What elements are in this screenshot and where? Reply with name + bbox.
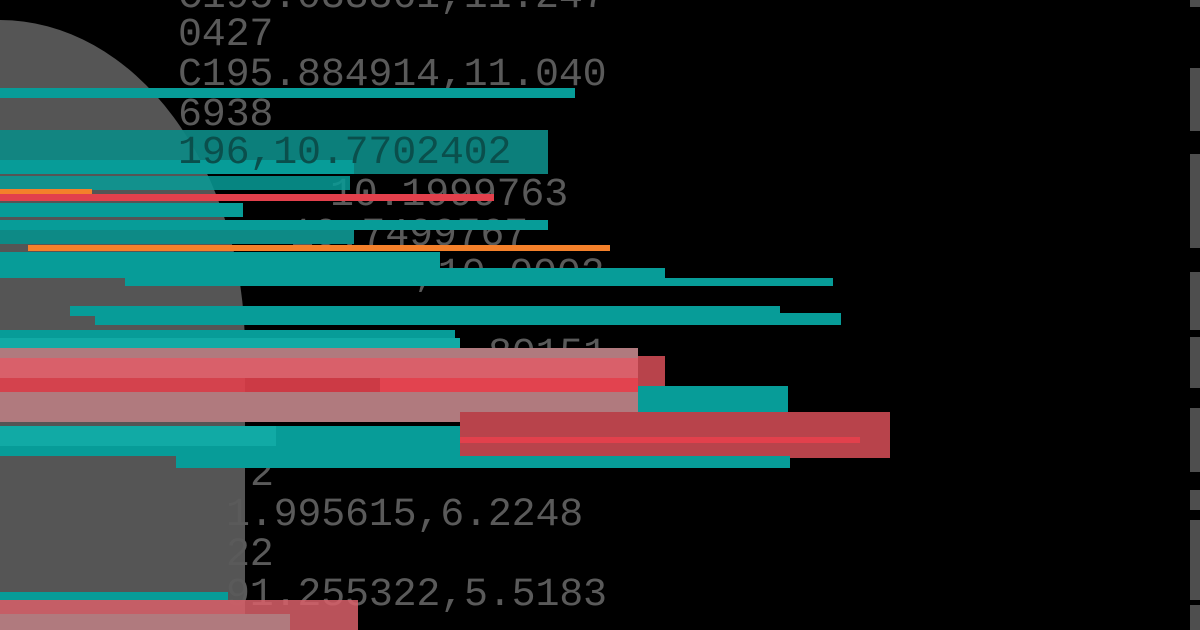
gray-edge-segment [1190,0,1200,7]
teal-bar [0,176,350,190]
gray-edge-segment [1190,154,1200,248]
teal-bar [125,278,833,286]
text-line: 196,10.7702402 [178,131,512,176]
teal-bar [176,456,790,468]
red-bar [0,378,638,392]
text-line: 6938 [178,93,274,138]
teal-bar [0,220,548,230]
teal-bar [0,88,575,98]
teal-bar [638,386,788,412]
teal-bar [0,592,228,600]
gray-edge-segment [1190,605,1200,630]
red-bar [0,194,494,201]
gray-edge-segment [1190,272,1200,330]
gray-edge-segment [1190,520,1200,600]
orange-bar [0,189,92,194]
teal-bar [0,338,460,348]
pink-bar [0,614,290,630]
orange-bar [28,245,610,251]
teal-bar [0,230,354,244]
teal-bar [0,252,440,268]
gray-edge-segment [1190,337,1200,388]
teal-bar [95,313,841,325]
text-line: 0427 [178,13,274,58]
teal-bar [0,160,354,174]
gray-edge-segment [1190,408,1200,472]
gray-edge-segment [1190,490,1200,510]
teal-bar [0,268,665,278]
red-bar [460,412,890,458]
pink-bar [0,348,638,360]
teal-bar [0,203,243,217]
text-line: 1.995615,6.2248 [226,493,584,538]
text-line: 22 [226,533,274,578]
teal-bar [0,426,276,446]
red-bar [460,437,860,443]
text-line: C195.033361,11.247 [178,0,607,18]
gray-edge-segment [1190,68,1200,131]
pink-bar [0,358,380,378]
teal-bar [70,306,780,316]
